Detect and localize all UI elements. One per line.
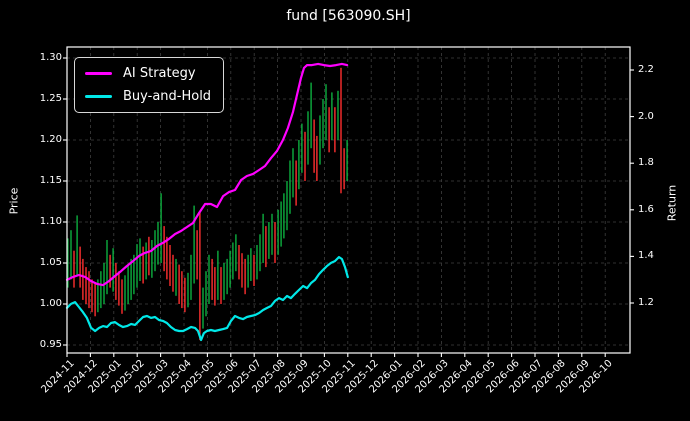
- return-tick-label: 1.2: [638, 297, 654, 308]
- return-tick-label: 1.8: [638, 157, 654, 169]
- return-tick-label: 2.2: [638, 64, 654, 75]
- price-tick-label: 1.25: [39, 93, 62, 104]
- price-tick-label: 0.95: [39, 339, 62, 350]
- price-tick-label: 1.10: [39, 216, 62, 227]
- legend-label-ai-strategy: AI Strategy: [123, 66, 196, 81]
- legend-item-ai-strategy: AI Strategy: [85, 66, 211, 81]
- ai-strategy-line: [65, 62, 349, 287]
- legend-item-buy-and-hold: Buy-and-Hold: [85, 89, 211, 104]
- ai-strategy-line-swatch: [85, 72, 112, 75]
- return-tick-label: 2.0: [638, 110, 654, 122]
- return-tick-label: 1.6: [638, 203, 654, 215]
- price-tick-label: 1.30: [39, 52, 62, 63]
- chart-title: fund [563090.SH]: [286, 8, 411, 24]
- price-tick-label: 1.20: [39, 134, 62, 145]
- plot-border: [66, 46, 631, 354]
- buy-and-hold-line-swatch: [85, 95, 112, 98]
- left-axis-label: Price: [7, 187, 21, 215]
- price-tick-label: 1.00: [39, 298, 62, 309]
- buy-and-hold-line: [65, 256, 349, 342]
- price-tick-label: 1.05: [39, 257, 62, 268]
- legend-label-buy-and-hold: Buy-and-Hold: [123, 89, 212, 104]
- legend: AI Strategy Buy-and-Hold: [74, 57, 225, 113]
- return-tick-label: 1.4: [638, 250, 654, 262]
- axis-tick-marks: [63, 57, 634, 357]
- price-tick-label: 1.15: [39, 175, 62, 186]
- price-candles: [67, 67, 348, 341]
- right-axis-label: Return: [665, 184, 679, 222]
